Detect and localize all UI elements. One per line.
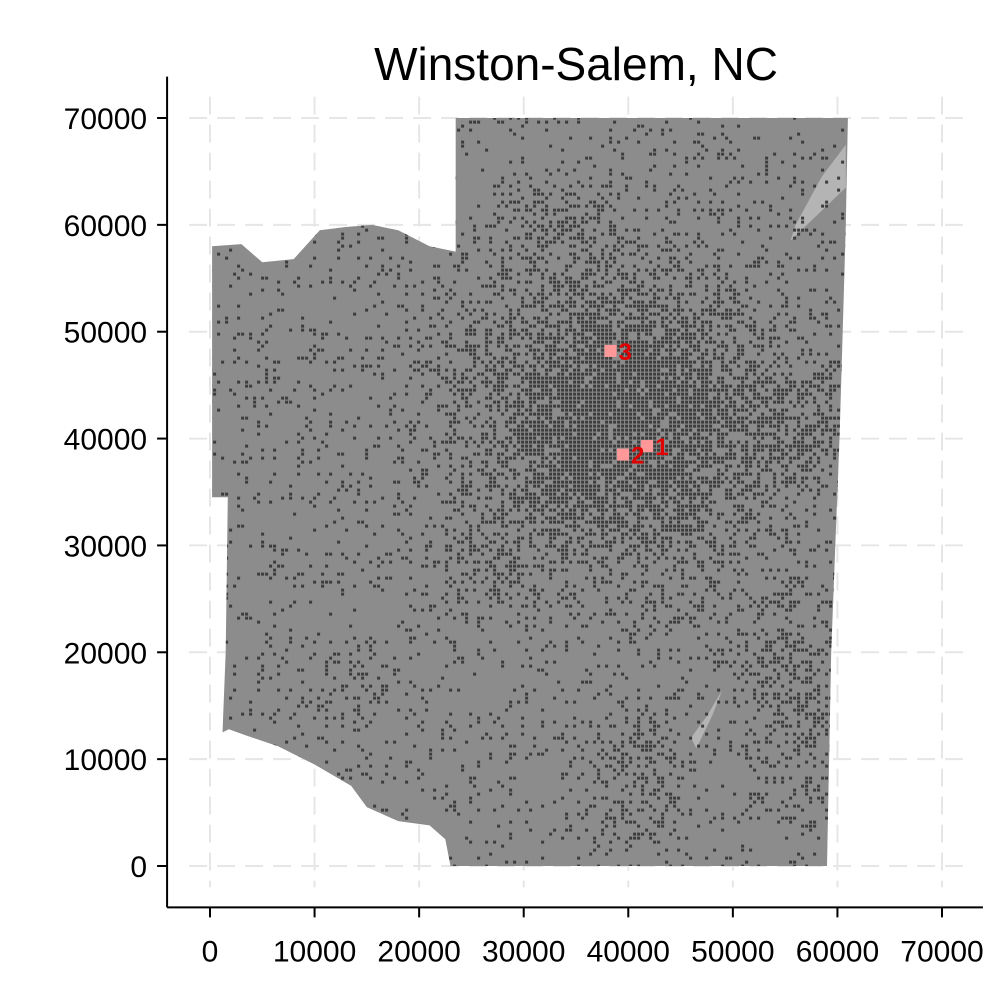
x-tick-label: 30000 <box>482 935 565 968</box>
location-marker-label: 1 <box>655 434 668 461</box>
axes <box>166 76 983 909</box>
lighter-patches <box>691 144 846 749</box>
y-tick-label: 0 <box>130 851 147 884</box>
x-tick-label: 70000 <box>900 935 983 968</box>
x-tick-label: 50000 <box>691 935 774 968</box>
y-axis-ticks: 0 10000 20000 30000 40000 50000 60000 70000 <box>64 103 168 884</box>
density-texture <box>212 118 848 866</box>
x-tick-label: 40000 <box>587 935 670 968</box>
y-tick-label: 50000 <box>64 317 147 350</box>
location-marker-1 <box>641 440 654 453</box>
x-tick-label: 60000 <box>796 935 879 968</box>
y-tick-label: 60000 <box>64 210 147 243</box>
location-marker-2 <box>617 448 630 461</box>
location-marker-label: 3 <box>619 339 632 366</box>
y-tick-label: 20000 <box>64 637 147 670</box>
x-tick-label: 0 <box>202 935 219 968</box>
x-tick-label: 20000 <box>377 935 460 968</box>
y-tick-label: 70000 <box>64 103 147 136</box>
lighter-patch <box>790 144 846 241</box>
location-markers: 12 3 <box>604 339 668 470</box>
location-marker-label: 2 <box>631 443 644 470</box>
lighter-patch <box>691 689 723 749</box>
location-marker-3 <box>604 344 617 357</box>
y-tick-label: 40000 <box>64 424 147 457</box>
density-dots <box>212 118 848 866</box>
x-axis-ticks: 0 10000 20000 30000 40000 50000 60000 70000 <box>202 907 984 968</box>
county-region <box>212 118 848 866</box>
y-tick-label: 30000 <box>64 530 147 563</box>
x-tick-label: 10000 <box>273 935 356 968</box>
y-tick-label: 10000 <box>64 744 147 777</box>
chart-title: Winston-Salem, NC <box>374 38 778 90</box>
